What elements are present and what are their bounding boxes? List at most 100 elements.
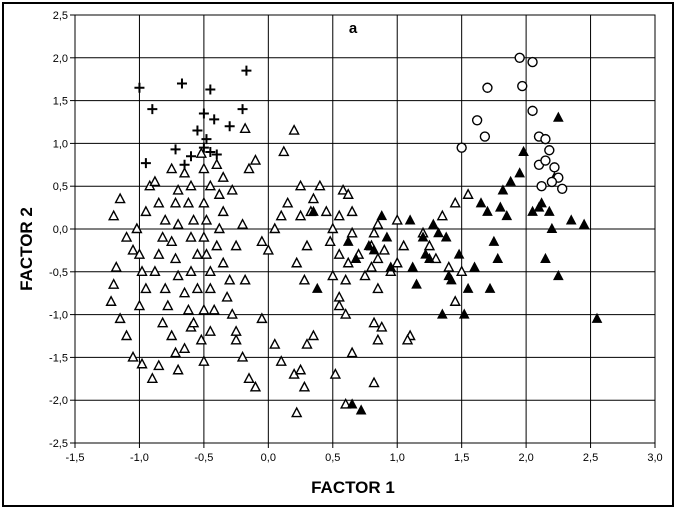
filled-triangle-marker	[458, 308, 470, 319]
open-triangle-marker	[169, 346, 182, 358]
open-circle-marker	[482, 82, 493, 93]
open-triangle-marker	[249, 380, 262, 392]
open-triangle-marker	[213, 222, 226, 234]
open-triangle-marker	[185, 265, 197, 276]
open-triangle-marker	[131, 222, 143, 234]
x-tick-label: 1,5	[454, 452, 469, 464]
open-triangle-marker	[291, 406, 303, 418]
open-triangle-marker	[256, 312, 268, 324]
open-triangle-marker	[153, 196, 165, 208]
open-triangle-marker	[262, 243, 274, 255]
filled-triangle-marker	[514, 167, 525, 178]
y-tick-label: -0,5	[49, 267, 68, 279]
open-triangle-marker	[391, 256, 403, 268]
x-tick-label: -0,5	[194, 452, 213, 464]
open-triangle-marker	[368, 226, 380, 238]
y-axis-label: FACTOR 2	[17, 207, 36, 291]
y-tick-label: -1,5	[49, 352, 68, 364]
filled-triangle-marker	[381, 231, 393, 242]
open-triangle-marker	[298, 273, 311, 285]
open-triangle-marker	[108, 278, 120, 289]
open-triangle-marker	[110, 261, 122, 272]
open-triangle-marker	[217, 256, 229, 268]
y-tick-label: -2,5	[49, 438, 68, 450]
open-circle-marker	[514, 52, 525, 63]
chart-title: a	[349, 20, 358, 37]
open-triangle-marker	[372, 282, 384, 294]
filled-triangle-marker	[492, 252, 504, 263]
open-triangle-marker	[239, 122, 251, 134]
open-triangle-marker	[221, 290, 233, 302]
plus-marker	[198, 108, 209, 119]
open-triangle-marker	[200, 248, 213, 259]
filled-triangle-marker	[469, 261, 480, 272]
filled-triangle-marker	[411, 278, 422, 289]
open-triangle-marker	[236, 218, 249, 229]
open-triangle-marker	[195, 333, 207, 345]
filled-triangle-marker	[376, 210, 388, 221]
open-triangle-marker	[120, 231, 133, 242]
open-triangle-marker	[294, 209, 307, 221]
open-triangle-marker	[217, 205, 229, 217]
open-triangle-marker	[342, 188, 354, 199]
x-tick-label: 2,5	[583, 452, 598, 464]
plus-marker	[147, 104, 158, 115]
open-triangle-marker	[269, 222, 281, 234]
open-triangle-marker	[182, 196, 195, 208]
y-tick-label: -1,0	[49, 310, 68, 322]
open-triangle-marker	[105, 295, 117, 306]
filled-triangle-marker	[488, 235, 500, 246]
open-triangle-marker	[133, 248, 146, 259]
open-triangle-marker	[340, 397, 352, 409]
filled-triangle-marker	[427, 218, 439, 229]
open-triangle-marker	[204, 179, 216, 191]
open-triangle-marker	[456, 265, 468, 276]
open-triangle-marker	[243, 372, 255, 383]
open-circle-marker	[536, 180, 547, 192]
plus-marker	[209, 114, 220, 125]
filled-triangle-marker	[440, 231, 452, 242]
x-tick-label: 1,0	[390, 452, 405, 464]
open-circle-marker	[546, 176, 558, 188]
open-triangle-marker	[127, 350, 139, 362]
open-triangle-marker	[224, 273, 236, 285]
open-triangle-marker	[333, 299, 345, 311]
open-triangle-marker	[187, 316, 200, 328]
open-triangle-marker	[172, 183, 184, 195]
plus-marker	[241, 65, 252, 76]
open-triangle-marker	[153, 248, 165, 259]
filled-triangle-marker	[424, 252, 435, 263]
open-triangle-marker	[140, 205, 152, 217]
open-triangle-marker	[226, 183, 238, 195]
open-triangle-marker	[159, 282, 171, 294]
y-tick-label: 1,5	[53, 96, 68, 108]
x-tick-label: 3,0	[647, 452, 662, 464]
open-triangle-marker	[243, 162, 255, 174]
filled-triangle-marker	[546, 222, 558, 233]
open-circle-marker	[456, 142, 467, 153]
filled-triangle-marker	[553, 111, 564, 122]
open-triangle-marker	[178, 166, 191, 178]
filled-triangle-marker	[453, 248, 465, 259]
open-triangle-marker	[114, 192, 126, 204]
open-triangle-marker	[372, 218, 384, 229]
open-triangle-marker	[301, 338, 313, 349]
plus-marker	[134, 82, 145, 93]
open-triangle-marker	[191, 282, 204, 294]
open-triangle-marker	[159, 213, 171, 225]
open-triangle-marker	[149, 175, 161, 187]
open-triangle-marker	[182, 303, 195, 315]
open-triangle-marker	[436, 209, 448, 221]
open-circle-marker	[471, 115, 483, 126]
open-triangle-marker	[282, 196, 294, 208]
open-triangle-marker	[166, 235, 178, 247]
filled-triangle-marker	[407, 261, 419, 272]
open-triangle-marker	[217, 171, 229, 182]
open-triangle-marker	[208, 303, 220, 315]
filled-triangle-marker	[342, 235, 354, 246]
open-triangle-marker	[136, 265, 148, 276]
filled-triangle-marker	[475, 197, 487, 208]
filled-triangle-marker	[501, 210, 513, 221]
open-triangle-marker	[114, 312, 126, 324]
filled-triangle-marker	[565, 214, 577, 225]
